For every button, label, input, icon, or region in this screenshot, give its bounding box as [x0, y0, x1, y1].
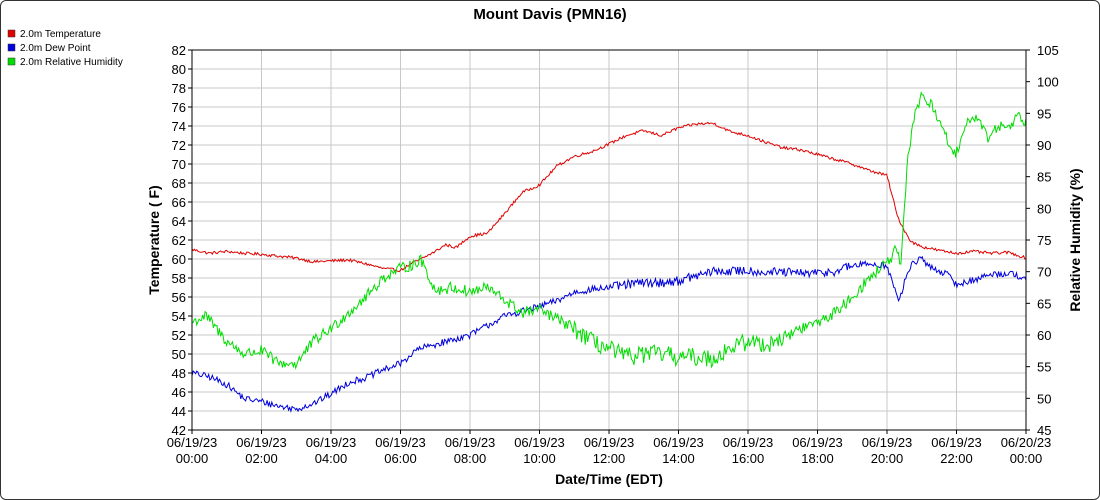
x-axis: 06/19/2300:0006/19/2302:0006/19/2304:000… [167, 430, 1052, 466]
legend-swatch [7, 29, 16, 38]
y-tick-label: 52 [172, 328, 186, 343]
y2-tick-label: 60 [1037, 328, 1051, 343]
x-tick-time: 00:00 [176, 451, 209, 466]
y-tick-label: 70 [172, 157, 186, 172]
series-layer [191, 91, 1027, 413]
x-tick-time: 08:00 [454, 451, 487, 466]
x-tick-date: 06/20/23 [1001, 435, 1052, 450]
y-tick-label: 50 [172, 347, 186, 362]
y-axis-label: Temperature ( F) [146, 185, 162, 294]
y-tick-label: 44 [172, 404, 186, 419]
x-axis-label: Date/Time (EDT) [555, 471, 663, 487]
x-tick-time: 10:00 [523, 451, 556, 466]
y-axis-right: 45 50 55 60 65 70 75 80 85 90 95 100 105 [1026, 43, 1059, 438]
y2-tick-label: 100 [1037, 75, 1059, 90]
y-tick-label: 74 [172, 119, 186, 134]
y-tick-label: 72 [172, 138, 186, 153]
x-tick-time: 16:00 [732, 451, 765, 466]
legend-label: 2.0m Relative Humidity [20, 57, 123, 68]
y-tick-label: 58 [172, 271, 186, 286]
y2-axis-label: Relative Humidity (%) [1067, 168, 1083, 311]
y2-tick-label: 80 [1037, 201, 1051, 216]
gridlines [191, 49, 1027, 431]
y2-tick-label: 70 [1037, 265, 1051, 280]
x-tick-date: 06/19/23 [931, 435, 982, 450]
y-tick-label: 78 [172, 81, 186, 96]
x-tick-date: 06/19/23 [445, 435, 496, 450]
y-tick-label: 42 [172, 423, 186, 438]
legend: 2.0m Temperature 2.0m Dew Point 2.0m Relat… [7, 29, 123, 68]
series-line-2-0m-dew-point [191, 255, 1027, 413]
legend-label: 2.0m Temperature [20, 29, 101, 40]
y-tick-label: 48 [172, 366, 186, 381]
x-tick-date: 06/19/23 [792, 435, 843, 450]
y2-tick-label: 50 [1037, 391, 1051, 406]
x-tick-time: 20:00 [871, 451, 904, 466]
x-tick-time: 04:00 [315, 451, 348, 466]
series-line-2-0m-temperature [191, 121, 1027, 273]
x-tick-date: 06/19/23 [653, 435, 704, 450]
y2-tick-label: 65 [1037, 296, 1051, 311]
x-tick-time: 22:00 [940, 451, 973, 466]
legend-label: 2.0m Dew Point [20, 43, 91, 54]
x-tick-date: 06/19/23 [236, 435, 287, 450]
y-tick-label: 76 [172, 100, 186, 115]
x-tick-date: 06/19/23 [723, 435, 774, 450]
y-tick-label: 66 [172, 195, 186, 210]
y2-tick-label: 55 [1037, 360, 1051, 375]
x-tick-time: 00:00 [1010, 451, 1043, 466]
x-tick-time: 06:00 [384, 451, 417, 466]
y-tick-label: 54 [172, 309, 186, 324]
x-tick-date: 06/19/23 [306, 435, 357, 450]
y-tick-label: 64 [172, 214, 186, 229]
y-tick-label: 68 [172, 176, 186, 191]
y-tick-label: 82 [172, 43, 186, 58]
y2-tick-label: 105 [1037, 43, 1059, 58]
series-line-2-0m-relative-humidity [191, 91, 1027, 370]
x-tick-date: 06/19/23 [375, 435, 426, 450]
y2-tick-label: 45 [1037, 423, 1051, 438]
x-tick-time: 18:00 [801, 451, 834, 466]
legend-swatch [7, 57, 16, 66]
chart-title: Mount Davis (PMN16) [473, 6, 626, 23]
x-tick-date: 06/19/23 [584, 435, 635, 450]
x-tick-date: 06/19/23 [514, 435, 565, 450]
x-tick-time: 12:00 [593, 451, 626, 466]
y-tick-label: 80 [172, 62, 186, 77]
y-tick-label: 60 [172, 252, 186, 267]
y-tick-label: 62 [172, 233, 186, 248]
y2-tick-label: 95 [1037, 106, 1051, 121]
y2-tick-label: 85 [1037, 170, 1051, 185]
x-tick-date: 06/19/23 [167, 435, 218, 450]
y2-tick-label: 90 [1037, 138, 1051, 153]
x-tick-time: 14:00 [662, 451, 695, 466]
x-tick-date: 06/19/23 [862, 435, 913, 450]
x-tick-time: 02:00 [245, 451, 278, 466]
legend-swatch [7, 43, 16, 52]
y-tick-label: 46 [172, 385, 186, 400]
y-tick-label: 56 [172, 290, 186, 305]
y2-tick-label: 75 [1037, 233, 1051, 248]
y-axis-left: 42 44 46 48 50 52 54 56 58 60 62 64 66 68 70 72 74 76 78 80… [172, 43, 192, 438]
